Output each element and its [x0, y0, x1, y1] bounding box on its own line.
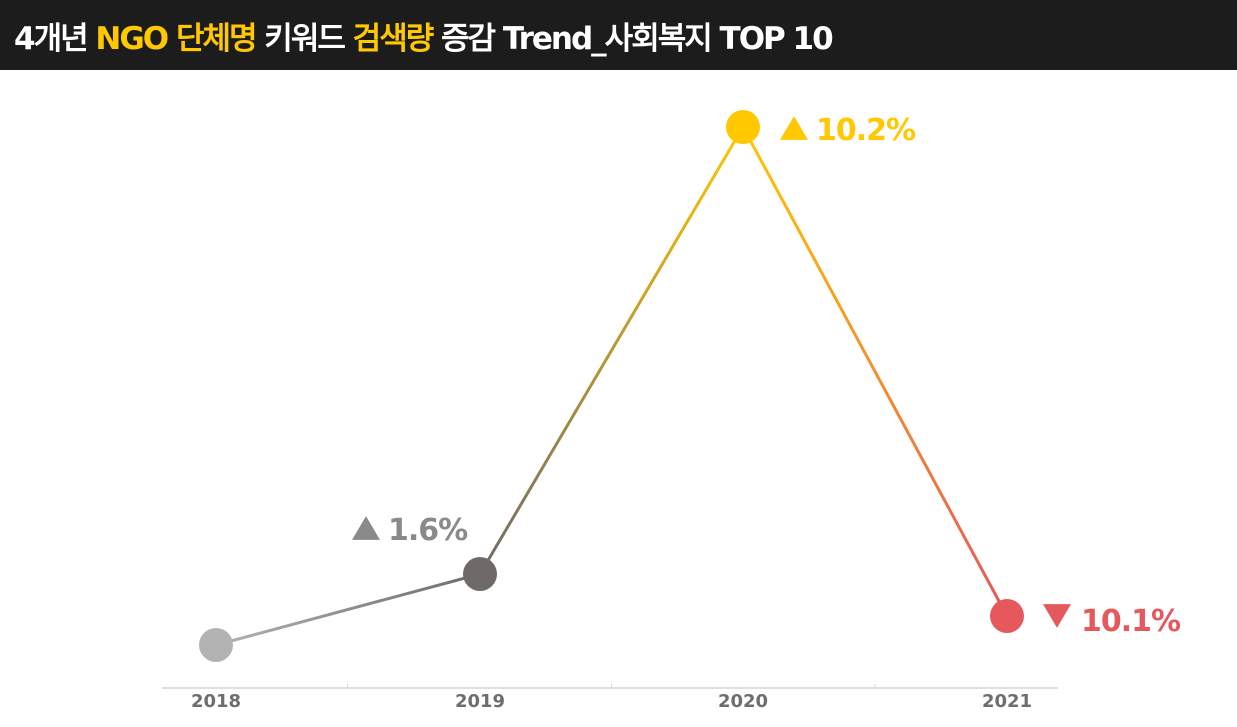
data-label-2019: 1.6% — [388, 513, 468, 548]
series-line-segment — [214, 572, 482, 647]
x-tick-label: 2019 — [455, 691, 505, 712]
title-highlight-volume: 검색량 — [352, 20, 435, 57]
data-point-2020 — [726, 110, 760, 144]
data-label-2021: 10.1% — [1081, 604, 1181, 639]
up-arrow-icon — [352, 516, 380, 540]
title-part-5: 증감 Trend_사회복지 TOP 10 — [432, 20, 834, 57]
data-point-2021 — [990, 599, 1024, 633]
title-bar: 4개년 NGO 단체명 키워드 검색량 증감 Trend_사회복지 TOP 10 — [0, 0, 1237, 70]
data-point-2019 — [463, 557, 497, 591]
down-arrow-icon — [1043, 604, 1071, 628]
series-line-segment — [478, 125, 745, 576]
up-arrow-icon — [780, 116, 808, 140]
title-highlight-ngo: NGO 단체명 — [95, 20, 257, 57]
data-label-2020: 10.2% — [816, 113, 916, 148]
x-axis: 2018 2019 2020 2021 — [162, 684, 1058, 712]
line-segments — [214, 125, 1009, 647]
x-tick-label: 2020 — [718, 691, 768, 712]
x-tick-label: 2018 — [191, 691, 241, 712]
chart-title: 4개년 NGO 단체명 키워드 검색량 증감 Trend_사회복지 TOP 10 — [0, 13, 834, 58]
data-labels: 1.6% 10.2% 10.1% — [352, 113, 1182, 639]
data-point-2018 — [199, 628, 233, 662]
x-tick-label: 2021 — [982, 691, 1032, 712]
series-line-segment — [741, 125, 1009, 618]
title-part-1: 4개년 — [14, 20, 96, 57]
line-chart: 2018 2019 2020 2021 1.6% 10.2% 10.1% — [162, 110, 1182, 712]
data-points — [199, 110, 1024, 662]
title-part-3: 키워드 — [255, 20, 353, 57]
